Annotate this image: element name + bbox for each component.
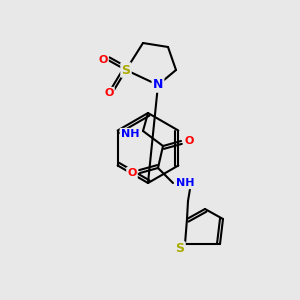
- Text: O: O: [184, 136, 194, 146]
- Text: O: O: [104, 88, 114, 98]
- Text: NH: NH: [121, 129, 139, 139]
- Text: O: O: [127, 168, 137, 178]
- Text: S: S: [122, 64, 130, 76]
- Text: NH: NH: [176, 178, 194, 188]
- Text: N: N: [153, 79, 163, 92]
- Text: S: S: [176, 242, 184, 256]
- Text: O: O: [98, 55, 108, 65]
